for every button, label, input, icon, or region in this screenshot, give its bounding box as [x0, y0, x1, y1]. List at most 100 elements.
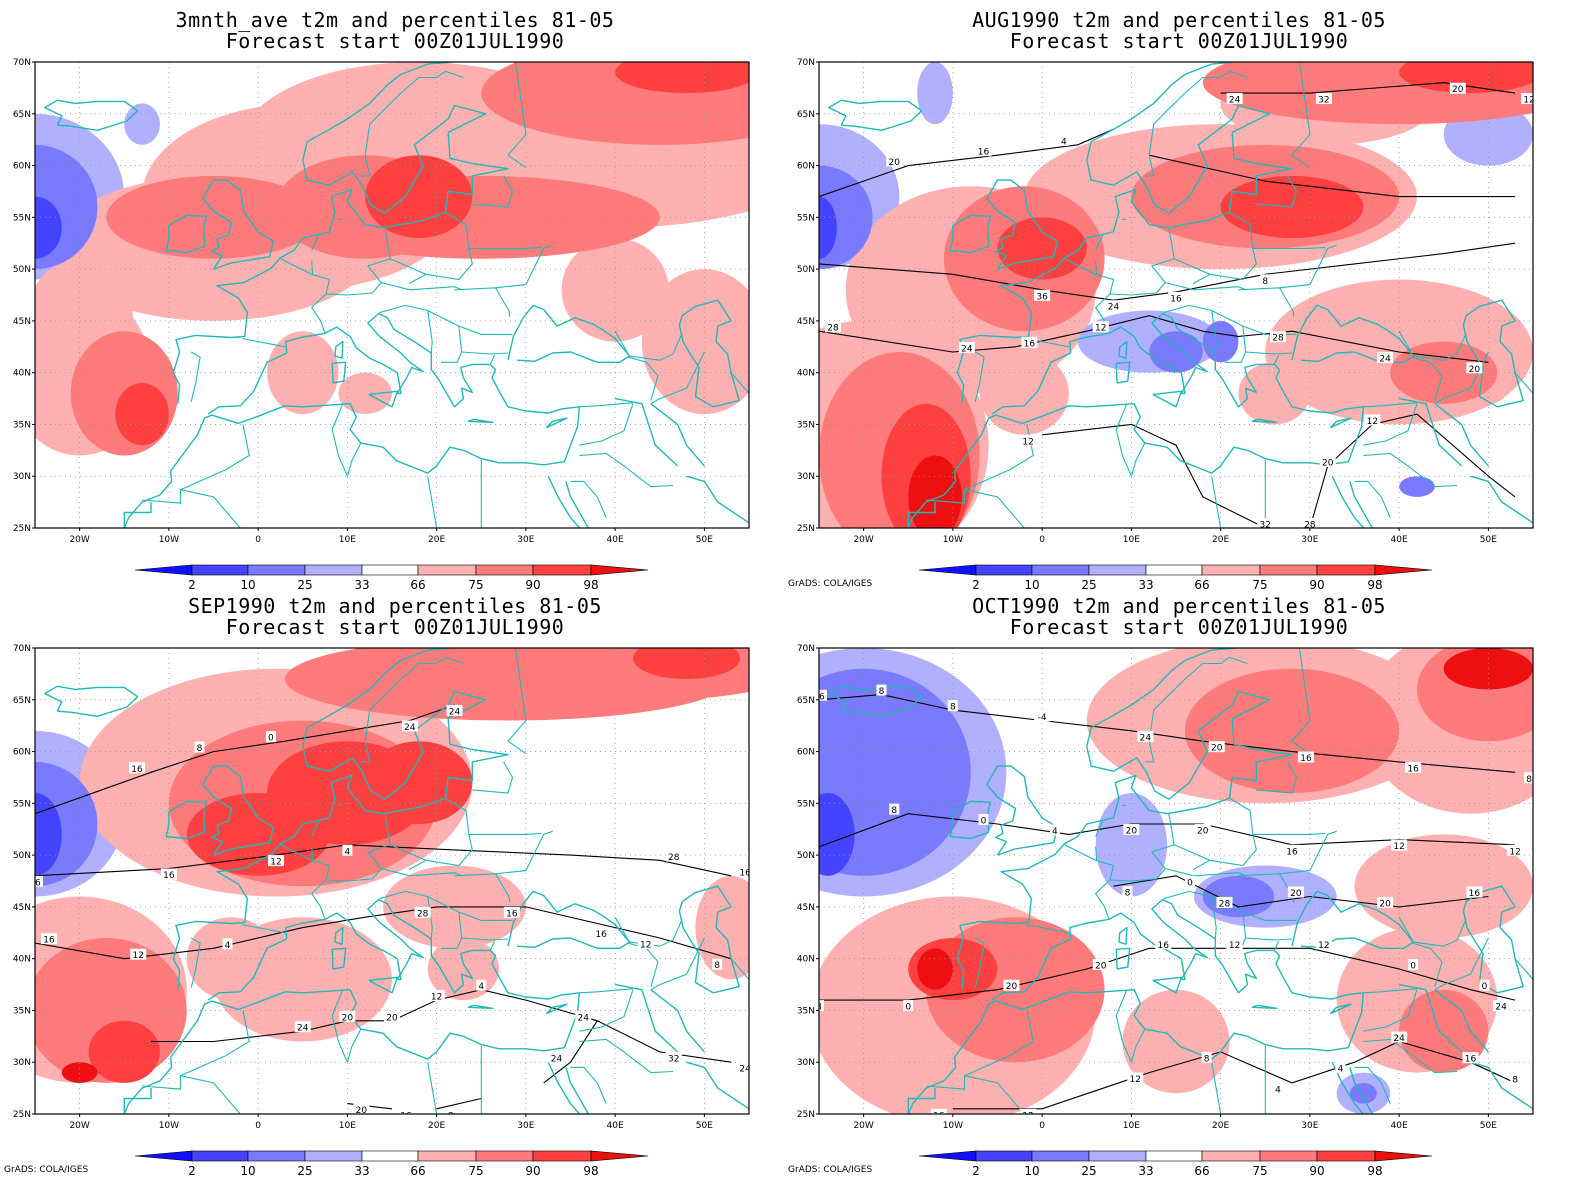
svg-text:8: 8 [891, 806, 897, 816]
latitude-label: 60N [13, 748, 31, 758]
contour-label: 20 [1287, 886, 1304, 899]
contour-label: 32 [1257, 518, 1274, 528]
latitude-label: 35N [797, 420, 815, 430]
longitude-label: 0 [255, 1121, 261, 1131]
panel-title: 3mnth_ave t2m and percentiles 81-05 [175, 8, 615, 32]
contour-label: 16 [1021, 336, 1038, 349]
contour-label: 20 [1194, 824, 1211, 837]
svg-text:8: 8 [1512, 1075, 1518, 1085]
latitude-label: 40N [797, 955, 815, 965]
svg-text:12: 12 [1095, 324, 1106, 334]
svg-text:24: 24 [404, 723, 416, 733]
svg-text:20: 20 [1006, 982, 1018, 992]
contour-label: 20 [1449, 82, 1466, 95]
contour-label: 8 [445, 1108, 456, 1121]
percentile-area [819, 668, 971, 876]
colorbar-arrow-right [590, 564, 649, 576]
svg-text:12: 12 [1229, 941, 1240, 951]
plot-frame [818, 61, 1534, 529]
svg-text:32: 32 [668, 1054, 679, 1064]
svg-text:0: 0 [905, 1003, 911, 1013]
svg-text:8: 8 [879, 687, 885, 697]
svg-text:20: 20 [1322, 458, 1334, 468]
contour-label: 8 [889, 803, 900, 816]
contour-label: 4 [1273, 1082, 1284, 1095]
contour-label: 8 [1510, 1072, 1521, 1085]
svg-text:12: 12 [1523, 96, 1534, 106]
latitude-label: 25N [797, 1110, 815, 1120]
colorbar-box [532, 564, 592, 576]
contour-label: 0 [978, 814, 989, 827]
contour-label: 28 [1216, 896, 1233, 909]
latitude-label: 30N [797, 1058, 815, 1068]
percentile-area [302, 175, 660, 259]
contour-label: 8 [1201, 1051, 1212, 1064]
contour-label: 16 [503, 906, 520, 919]
colorbar-box [1201, 1150, 1261, 1162]
colorbar-label: 75 [1252, 578, 1267, 592]
contour-label: 12 [637, 937, 654, 950]
svg-text:16: 16 [163, 871, 175, 881]
svg-text:0: 0 [1482, 982, 1488, 992]
latitude-label: 50N [797, 265, 815, 275]
svg-text:28: 28 [1304, 521, 1316, 531]
svg-text:0: 0 [1410, 962, 1416, 972]
percentile-area [124, 103, 160, 145]
svg-text:8: 8 [1526, 775, 1532, 785]
percentile-area [1350, 1082, 1377, 1104]
contour-label: 16 [41, 933, 57, 946]
colorbar-label: 10 [1024, 578, 1039, 592]
colorbar-box [532, 1150, 592, 1162]
longitude-label: 40E [607, 1121, 624, 1131]
longitude-label: 50E [696, 1121, 713, 1131]
contour-label: 24 [575, 1010, 592, 1023]
latitude-label: 65N [13, 110, 31, 120]
svg-text:12: 12 [133, 951, 144, 961]
coastlines [828, 62, 1533, 528]
svg-text:4: 4 [225, 941, 231, 951]
percentile-area [819, 792, 855, 876]
colorbar-box [191, 1150, 249, 1162]
svg-text:16: 16 [813, 692, 825, 702]
percentile-field: 4 0 0 4 -4 0 0 8 0 4 8 8 8 12 12 8 8 8 12 12 12 12 16 16 16 16 16 1… [813, 648, 1533, 1121]
latitude-label: 40N [13, 369, 31, 379]
contour-label: 24 [1105, 300, 1122, 313]
contour-label: 4 [1058, 134, 1069, 147]
colorbar-box [304, 564, 363, 576]
svg-text:28: 28 [1219, 899, 1231, 909]
contour-label: 20 [1003, 979, 1020, 992]
percentile-area [115, 383, 169, 446]
colorbar-label: 66 [1194, 578, 1209, 592]
longitude-label: 30E [517, 535, 534, 545]
gridlines [819, 62, 1533, 528]
percentile-area [1354, 834, 1533, 938]
svg-text:16: 16 [933, 1111, 945, 1121]
percentile-area [186, 917, 276, 1001]
panel-subtitle: Forecast start 00Z01JUL1990 [1009, 29, 1349, 53]
percentile-area [641, 269, 749, 415]
colorbar-box [1316, 564, 1376, 576]
country-borders [142, 648, 749, 1114]
percentile-area [88, 1020, 160, 1083]
svg-text:8: 8 [1262, 277, 1268, 287]
colorbar-box [247, 564, 306, 576]
longitude-label: 20E [428, 535, 445, 545]
colorbar-box [475, 1150, 534, 1162]
svg-text:20: 20 [356, 1106, 368, 1116]
svg-text:8: 8 [950, 703, 956, 713]
svg-text:16: 16 [595, 930, 607, 940]
percentile-area [365, 155, 473, 239]
svg-text:4: 4 [1338, 1065, 1344, 1075]
latitude-label: 25N [13, 524, 31, 534]
panel-title: OCT1990 t2m and percentiles 81-05 [972, 594, 1386, 618]
contour-label: 0 [1479, 979, 1490, 992]
contour-label: 12 [1020, 434, 1037, 447]
longitude-label: 0 [255, 535, 261, 545]
percentile-area [819, 196, 837, 259]
svg-text:8: 8 [448, 1111, 454, 1121]
contour-label: 24 [1377, 351, 1394, 364]
contour-label: 8 [1524, 772, 1533, 785]
latitude-label: 70N [797, 644, 815, 654]
svg-text:24: 24 [1495, 1003, 1507, 1013]
svg-text:16: 16 [739, 868, 751, 878]
